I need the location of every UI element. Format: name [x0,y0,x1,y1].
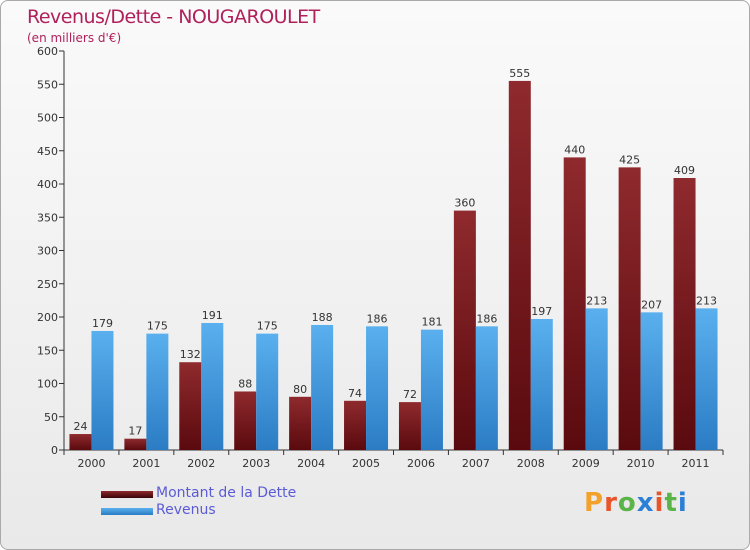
data-label-revenus: 213 [586,294,607,307]
data-label-dette: 360 [454,197,475,210]
bar-dette [673,178,696,450]
bar-revenus [530,318,553,450]
bar-dette [69,434,92,450]
bar-dette [289,396,312,450]
y-tick-label: 600 [37,45,58,58]
data-label-dette: 17 [128,425,142,438]
y-tick-label: 200 [37,311,58,324]
data-label-dette: 74 [348,387,362,400]
bar-dette [179,362,202,450]
legend-swatch-revenus [101,508,153,515]
y-tick-label: 100 [37,378,58,391]
y-tick-label: 350 [37,211,58,224]
y-tick-label: 0 [51,444,58,457]
bar-revenus [146,333,169,450]
x-tick-label: 2008 [517,457,545,470]
legend-label-dette: Montant de la Dette [156,485,297,501]
x-tick-label: 2006 [407,457,435,470]
bar-dette [508,80,531,451]
bar-revenus [640,312,663,450]
x-tick-label: 2004 [297,457,325,470]
logo-letter: i [654,488,665,518]
legend-swatch-dette [101,491,153,498]
data-label-dette: 409 [674,164,695,177]
x-tick-label: 2002 [187,457,215,470]
bar-revenus [420,329,443,450]
x-tick-label: 2007 [462,457,490,470]
y-tick-label: 400 [37,178,58,191]
bar-dette [563,157,586,450]
x-tick-label: 2005 [352,457,380,470]
data-label-revenus: 175 [257,320,278,333]
bars [69,80,718,451]
data-label-revenus: 197 [531,305,552,318]
axes: 0 50 100 150 200 250 300 350 400 450 500 550 600 2000… [37,45,724,470]
data-label-dette: 72 [403,388,417,401]
data-label-revenus: 175 [147,320,168,333]
y-tick-label: 550 [37,78,58,91]
x-tick-label: 2010 [627,457,655,470]
data-label-revenus: 207 [641,298,662,311]
bar-dette [453,210,476,450]
data-label-revenus: 191 [202,309,223,322]
bar-revenus [366,326,389,450]
proxiti-logo: Proxiti [584,488,688,518]
data-label-revenus: 188 [312,311,333,324]
data-label-dette: 24 [73,420,87,433]
logo-letter: P [584,488,605,518]
bar-revenus [311,324,334,450]
data-label-revenus: 186 [476,312,497,325]
bar-dette [398,402,421,450]
data-label-dette: 80 [293,383,307,396]
x-tick-label: 2011 [682,457,710,470]
y-tick-label: 450 [37,145,58,158]
chart-title: Revenus/Dette - NOUGAROULET [27,6,320,28]
bar-dette [234,391,257,450]
data-label-dette: 88 [238,377,252,390]
x-tick-label: 2000 [77,457,105,470]
x-tick-label: 2003 [242,457,270,470]
x-tick-label: 2009 [572,457,600,470]
logo-letter: t [664,488,678,518]
data-label-revenus: 213 [696,294,717,307]
x-tick-label: 2001 [132,457,160,470]
chart-subtitle: (en milliers d'€) [27,31,122,45]
bar-dette [618,167,641,450]
legend-label-revenus: Revenus [156,502,216,518]
data-label-dette: 440 [564,143,585,156]
logo-letter: x [636,488,655,518]
y-tick-label: 500 [37,112,58,125]
bar-dette [344,400,367,450]
y-tick-label: 300 [37,245,58,258]
bar-revenus [475,326,498,450]
logo-letter: r [604,488,618,518]
data-label-revenus: 186 [367,312,388,325]
bar-revenus [91,330,114,450]
data-label-revenus: 181 [421,316,442,329]
bar-dette [124,438,147,450]
data-label-dette: 425 [619,153,640,166]
bar-revenus [585,308,608,450]
data-label-revenus: 179 [92,317,113,330]
bar-revenus [256,333,279,450]
bar-revenus [201,322,224,450]
bar-revenus [695,308,718,450]
logo-letter: i [677,488,688,518]
y-tick-label: 250 [37,278,58,291]
y-tick-label: 50 [44,411,58,424]
y-tick-label: 150 [37,344,58,357]
logo-letter: o [617,488,637,518]
data-label-dette: 555 [509,67,530,80]
data-labels: 24 179 17 175 132 191 88 175 80 188 74 186 72 181 360 1… [73,67,717,438]
data-label-dette: 132 [180,348,201,361]
